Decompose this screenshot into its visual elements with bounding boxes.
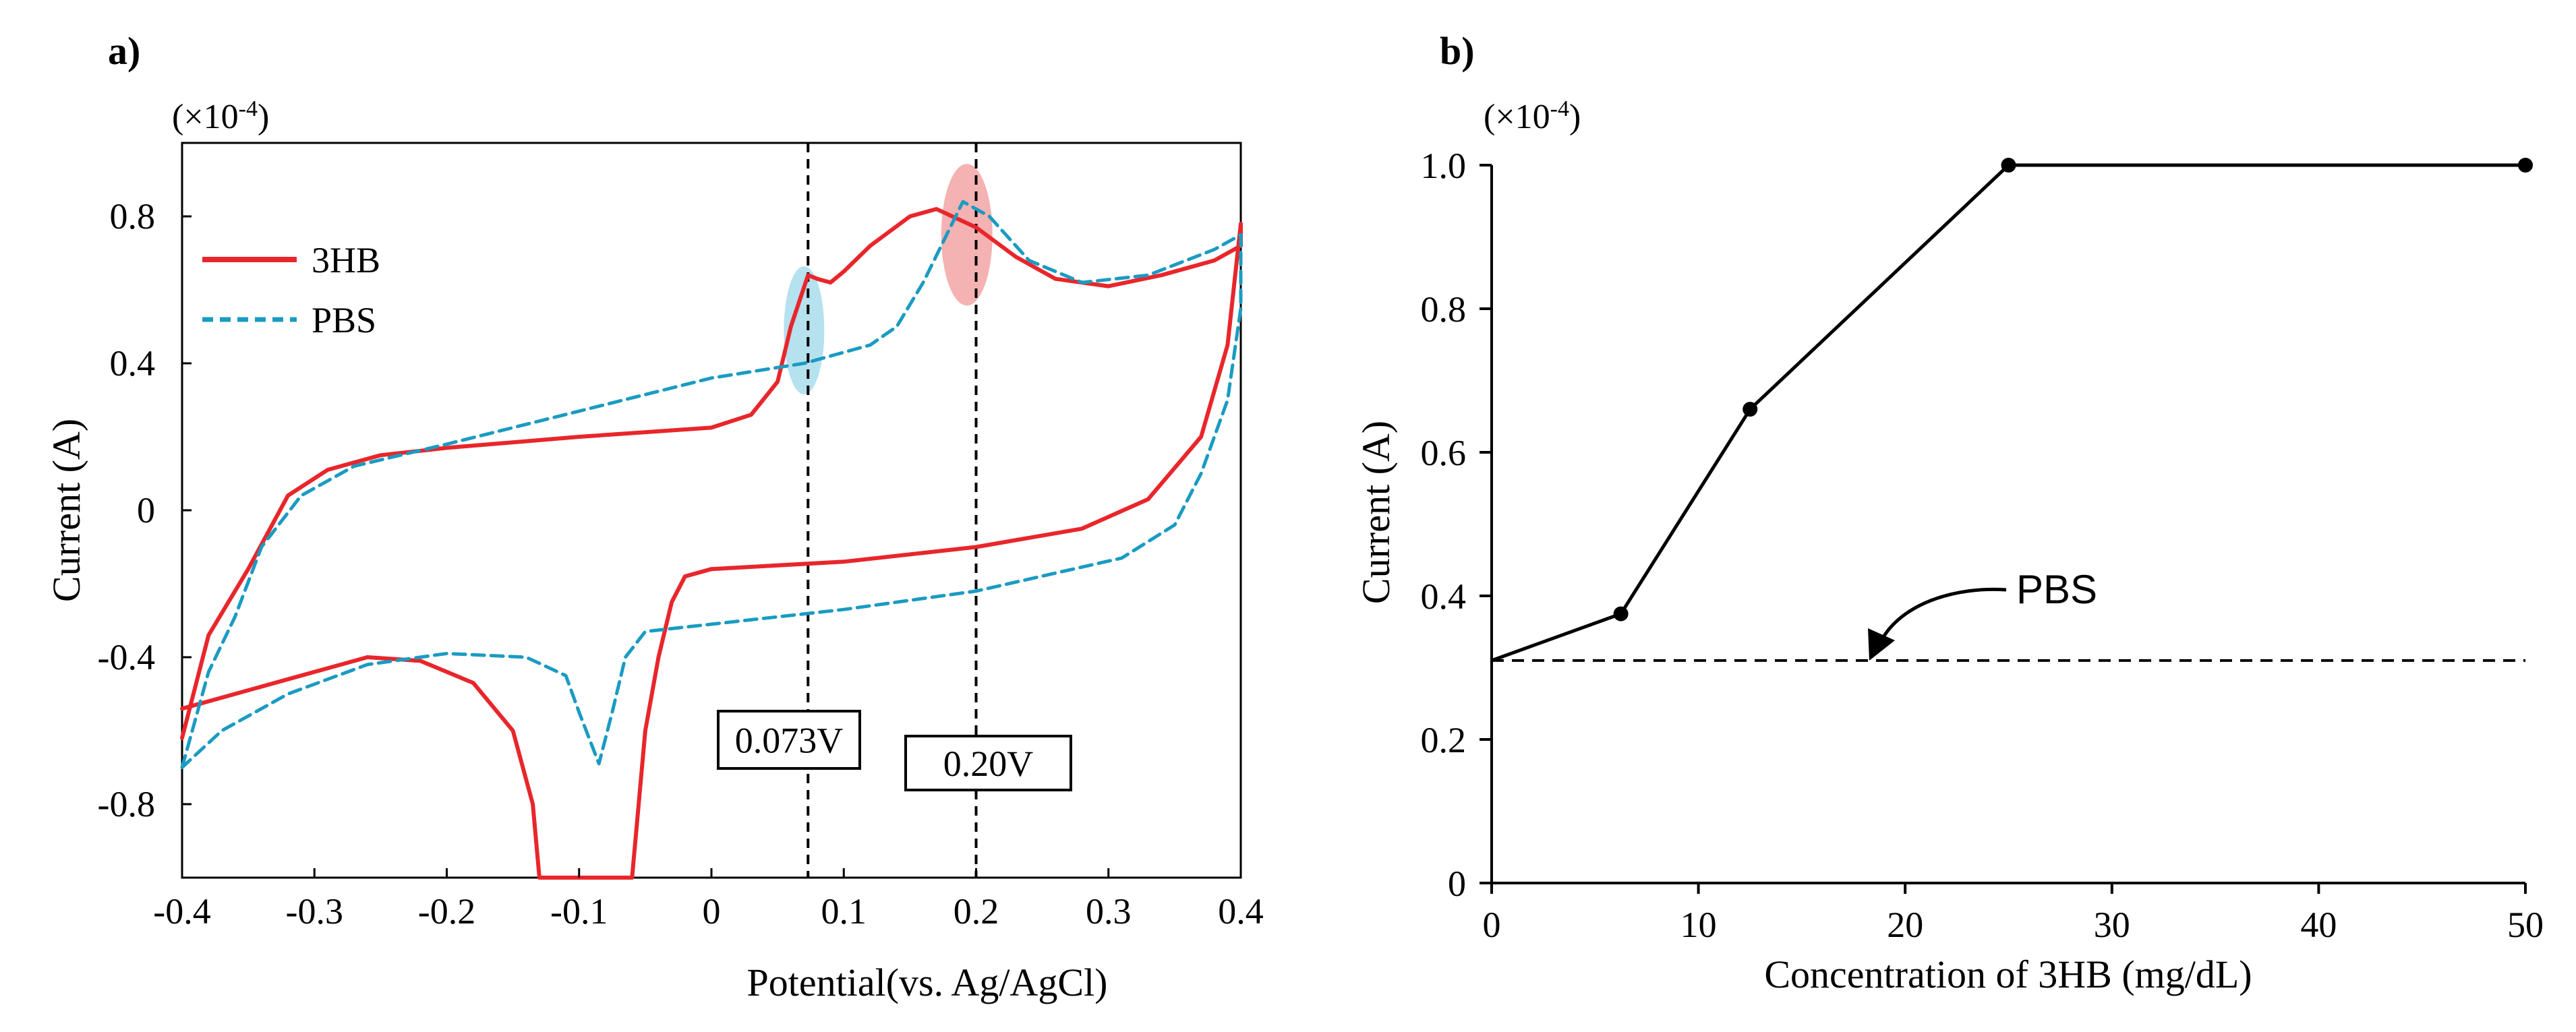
legend-pbs-label: PBS	[312, 300, 376, 340]
x-tick-label-a: 0.4	[1218, 891, 1264, 932]
legend-3hb-label: 3HB	[312, 240, 380, 280]
panel-a-multiplier: (×10-4)	[172, 96, 269, 137]
x-tick-label-a: -0.2	[418, 891, 475, 932]
x-axis-label-a: Potential(vs. Ag/AgCl)	[747, 961, 1108, 1004]
series-line-3hb	[1491, 163, 2525, 663]
x-tick-label-a: 0.1	[821, 891, 867, 932]
x-tick-label-a: -0.3	[286, 891, 343, 932]
data-point	[2001, 158, 2016, 173]
pbs-annotation-arrow	[1879, 587, 2007, 642]
y-tick-label-b: 0.8	[1421, 289, 1467, 330]
x-tick-label-b: 10	[1680, 905, 1717, 945]
highlight-ellipse-1	[941, 164, 993, 306]
y-tick-label-a: 0.4	[110, 343, 156, 384]
x-tick-label-b: 0	[1483, 905, 1501, 945]
data-point	[2518, 158, 2533, 173]
y-tick-label-b: 0.6	[1421, 433, 1467, 473]
annotation-box-1	[904, 735, 1072, 791]
y-tick-label-b: 0.2	[1421, 720, 1467, 760]
x-tick-label-b: 40	[2300, 905, 2337, 945]
x-tick-label-b: 20	[1887, 905, 1923, 945]
panel-a: a) (×10-4) -0.4 -0.3 -0.2 -0.1 0 0.1 0.2 0.3 0.4…	[45, 29, 1264, 1004]
y-tick-label-a: 0	[137, 490, 155, 530]
series-line-pbs	[180, 200, 1243, 769]
pbs-annotation-label: PBS	[2016, 567, 2097, 612]
y-tick-label-b: 0.4	[1421, 576, 1467, 617]
x-tick-label-b: 30	[2094, 905, 2130, 945]
panel-b-label: b)	[1440, 29, 1475, 73]
annotation-label-1: 0.20V	[943, 743, 1034, 784]
y-tick-label-b: 1.0	[1421, 146, 1467, 186]
x-tick-label-a: -0.1	[550, 891, 608, 932]
data-point	[1743, 402, 1758, 417]
x-tick-label-b: 50	[2507, 905, 2544, 945]
y-axis-label-a: Current (A)	[45, 419, 88, 602]
annotation-label-0: 0.073V	[735, 721, 844, 761]
x-axis-label-b: Concentration of 3HB (mg/dL)	[1764, 952, 2252, 996]
pbs-annotation-arrowhead	[1868, 628, 1895, 661]
y-tick-label-a: -0.8	[98, 784, 155, 824]
highlight-ellipse-0	[784, 266, 825, 394]
y-axis-label-b: Current (A)	[1354, 421, 1398, 604]
y-tick-label-a: -0.4	[98, 637, 155, 677]
x-tick-label-a: 0.2	[954, 891, 999, 932]
x-tick-label-a: 0	[703, 891, 721, 932]
panel-b-multiplier: (×10-4)	[1484, 96, 1581, 137]
x-tick-label-a: 0.3	[1086, 891, 1132, 932]
y-tick-label-b: 0	[1448, 863, 1466, 904]
annotation-box-0	[717, 710, 861, 770]
data-point	[1613, 606, 1629, 621]
panel-b: b) (×10-4) 0 10 20 30 40 50 00.20.40.60.81.0 …	[1354, 29, 2544, 996]
series-line-3hb	[180, 207, 1243, 880]
panel-a-label: a)	[108, 29, 140, 73]
y-tick-label-a: 0.8	[110, 196, 156, 237]
x-tick-label-a: -0.4	[153, 891, 210, 932]
legend: 3HB PBS	[202, 240, 380, 340]
